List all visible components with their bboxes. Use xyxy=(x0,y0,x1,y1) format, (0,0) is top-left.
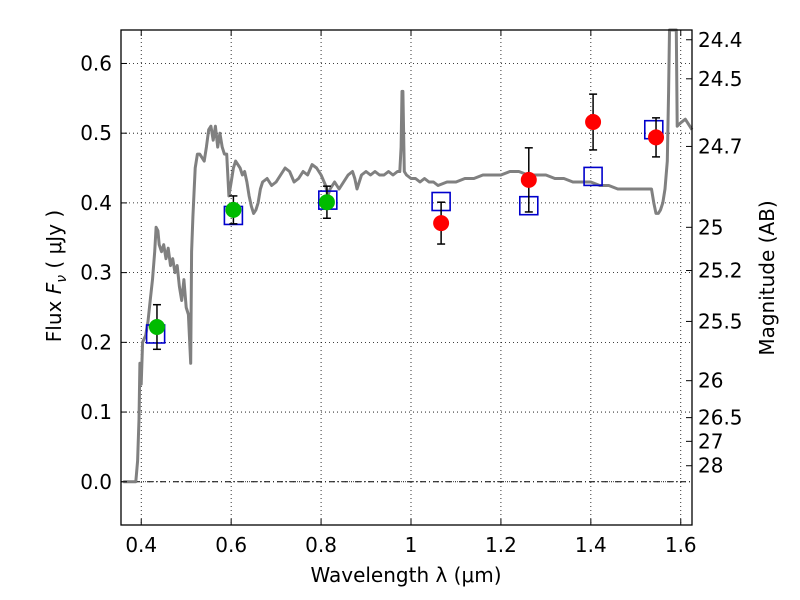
y2-tick-label: 28 xyxy=(698,454,723,478)
x-tick-label: 1 xyxy=(405,533,418,557)
x-tick-label: 1.2 xyxy=(485,533,517,557)
y2-axis-label: Magnitude (AB) xyxy=(755,200,779,355)
y2-tick-label: 25 xyxy=(698,215,723,239)
y2-tick-label: 26.5 xyxy=(698,406,743,430)
y-axis-ticks: 0.0 0.1 0.2 0.3 0.4 0.5 0.6 xyxy=(80,51,127,494)
x-axis-label: Wavelength λ (μm) xyxy=(310,563,501,587)
x-axis-ticks: 0.4 0.6 0.8 1 1.2 1.4 1.6 xyxy=(125,30,697,557)
y-tick-label: 0.5 xyxy=(80,121,112,145)
y2-tick-label: 26 xyxy=(698,369,723,393)
y-tick-label: 0.4 xyxy=(80,191,112,215)
y-tick-label: 0.1 xyxy=(80,400,112,424)
data-point xyxy=(433,215,450,232)
y-tick-label: 0.3 xyxy=(80,261,112,285)
data-point xyxy=(225,201,242,218)
model-sed-curve xyxy=(123,28,694,484)
x-tick-label: 0.8 xyxy=(305,533,337,557)
data-point xyxy=(585,114,602,131)
y-axis-label: Flux Fν ( μJy ) xyxy=(42,210,70,342)
model-photometry-square xyxy=(583,166,603,187)
data-points xyxy=(148,114,665,335)
y2-tick-label: 25.5 xyxy=(698,309,743,333)
y-tick-label: 0.0 xyxy=(80,470,112,494)
data-point xyxy=(520,171,537,188)
y2-tick-label: 24.7 xyxy=(698,134,743,158)
data-point xyxy=(648,129,665,146)
x-tick-label: 1.4 xyxy=(575,533,607,557)
plot-frame xyxy=(120,29,693,526)
y2-tick-label: 27 xyxy=(698,429,723,453)
grid xyxy=(121,30,692,525)
y-tick-label: 0.2 xyxy=(80,330,112,354)
y2-tick-label: 24.4 xyxy=(698,28,743,52)
data-point xyxy=(318,194,335,211)
data-point xyxy=(148,319,165,335)
y2-tick-label: 24.5 xyxy=(698,67,743,91)
x-tick-label: 0.6 xyxy=(215,533,247,557)
y2-tick-label: 25.2 xyxy=(698,259,743,283)
x-tick-label: 1.6 xyxy=(665,533,697,557)
y-tick-label: 0.6 xyxy=(80,51,112,75)
x-tick-label: 0.4 xyxy=(125,533,157,557)
